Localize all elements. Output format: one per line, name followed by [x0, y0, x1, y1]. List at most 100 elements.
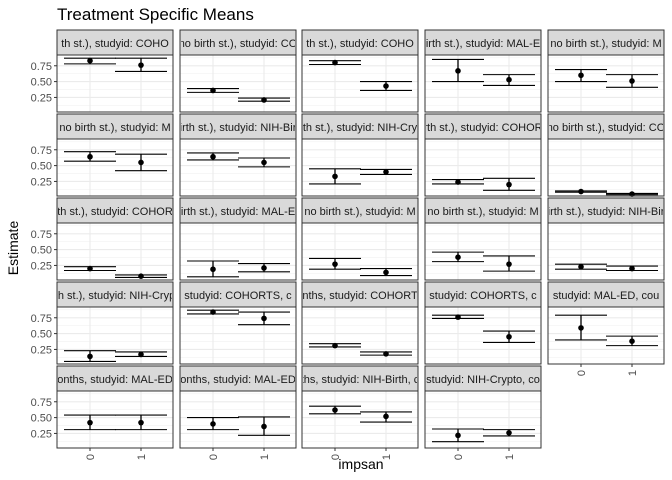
panel-background — [425, 307, 541, 364]
facet-panel: th st.), studyid: COHOR 0.25 0.50 0.75 — [31, 197, 174, 281]
strip-label: th st.), studyid: COHO — [306, 38, 414, 50]
facet-panel: th st.), studyid: NIH-Cry — [301, 113, 419, 197]
estimate-point — [332, 59, 338, 66]
estimate-point — [261, 97, 267, 103]
y-tick-label: 0.25 — [31, 92, 52, 104]
estimate-point — [332, 407, 338, 413]
y-tick-label: 0.75 — [31, 145, 52, 157]
facet-panel: no birth st.), studyid: M — [424, 197, 542, 281]
strip-background — [179, 365, 297, 392]
panel-border — [424, 306, 542, 365]
y-tick-label: 0.25 — [31, 176, 52, 188]
panel-border — [547, 54, 665, 113]
estimate-point — [578, 72, 584, 79]
estimate-point — [138, 62, 144, 68]
panel-border — [424, 138, 542, 197]
panel-background — [548, 223, 664, 280]
strip-label: irth st.), studyid: MAL-E — [181, 206, 295, 218]
strip-label: irth st.), studyid: NIH-Bir — [180, 122, 297, 134]
facet-panel: irth st.), studyid: MAL-E — [179, 197, 297, 281]
facet-panel: no birth st.), studyid: CO — [547, 113, 665, 197]
estimate-point — [383, 413, 389, 420]
facet-panel: no birth st.), studyid: M 0.25 0.50 0.75 — [31, 113, 174, 197]
estimate-point — [261, 159, 267, 166]
x-tick-label: 0 — [85, 454, 97, 460]
x-tick-label: 0 — [576, 370, 588, 376]
estimate-point — [506, 261, 512, 267]
strip-background — [301, 197, 419, 224]
y-tick-label: 0.75 — [31, 61, 52, 73]
panel-border — [301, 138, 419, 197]
x-tick-label: 0 — [208, 454, 220, 460]
strip-background — [301, 113, 419, 140]
estimate-point — [506, 76, 512, 83]
estimate-point — [87, 57, 93, 64]
strip-background — [179, 29, 297, 56]
panel-background — [302, 139, 418, 196]
panel-border — [424, 54, 542, 113]
estimate-point — [629, 78, 635, 84]
estimate-point — [210, 87, 216, 94]
estimate-point — [87, 419, 93, 426]
panel-border — [301, 390, 419, 449]
facet-panel: studyid: COHORTS, c — [424, 281, 542, 365]
y-tick-label: 0.25 — [31, 344, 52, 356]
panel-background — [425, 139, 541, 196]
estimate-point — [138, 351, 144, 358]
strip-background — [301, 29, 419, 56]
estimate-point — [87, 353, 93, 360]
panel-background — [302, 391, 418, 448]
strip-background — [179, 281, 297, 308]
estimate-point — [383, 83, 389, 89]
panel-background — [548, 139, 664, 196]
panel-background — [302, 55, 418, 112]
estimate-point — [629, 265, 635, 272]
estimate-point — [455, 254, 461, 260]
x-tick-label: 1 — [136, 454, 148, 460]
estimate-point — [629, 338, 635, 345]
estimate-point — [506, 333, 512, 340]
estimate-point — [455, 314, 461, 320]
strip-background — [424, 365, 542, 392]
x-axis-title: impsan — [338, 456, 383, 472]
strip-background — [56, 197, 174, 224]
strip-label: no birth st.), studyid: M — [427, 206, 538, 218]
strip-background — [301, 365, 419, 392]
facet-panel: irth st.), studyid: MAL-E — [424, 29, 542, 113]
panel-background — [548, 55, 664, 112]
strip-background — [301, 281, 419, 308]
estimate-point — [383, 269, 389, 276]
strip-label: no birth st.), studyid: M — [550, 38, 661, 50]
panel-border — [424, 390, 542, 449]
strip-background — [56, 365, 174, 392]
strip-label: th st.), studyid: COHOR — [57, 206, 173, 218]
estimate-point — [578, 188, 584, 195]
panel-border — [179, 390, 297, 449]
y-tick-label: 0.50 — [31, 77, 52, 89]
panel-background — [57, 55, 173, 112]
facet-panel: rth st.), studyid: COHOR — [424, 113, 542, 197]
y-tick-label: 0.50 — [31, 413, 52, 425]
x-tick-label: 1 — [504, 454, 516, 460]
estimate-point — [332, 261, 338, 267]
panel-background — [57, 391, 173, 448]
strip-background — [179, 197, 297, 224]
y-tick-label: 0.75 — [31, 397, 52, 409]
x-tick-label: 0 — [453, 454, 465, 460]
estimate-point — [261, 315, 267, 322]
strip-label: no birth st.), studyid: CO — [179, 38, 298, 50]
facet-panel: th st.), studyid: COHO 0.25 0.50 0.75 — [31, 29, 174, 113]
facet-panel: irth st.), studyid: NIH-Bir — [547, 197, 665, 281]
x-tick-label: 1 — [627, 370, 639, 376]
panel-background — [180, 55, 296, 112]
estimate-point — [578, 325, 584, 331]
facet-panel: onths, studyid: MAL-ED 0 1 — [179, 365, 297, 460]
panel-border — [547, 306, 665, 365]
strip-label: irth st.), studyid: MAL-E — [426, 38, 540, 50]
panel-background — [302, 307, 418, 364]
estimate-point — [455, 179, 461, 185]
estimate-point — [332, 173, 338, 180]
strip-background — [547, 29, 665, 56]
panel-border — [56, 222, 174, 281]
